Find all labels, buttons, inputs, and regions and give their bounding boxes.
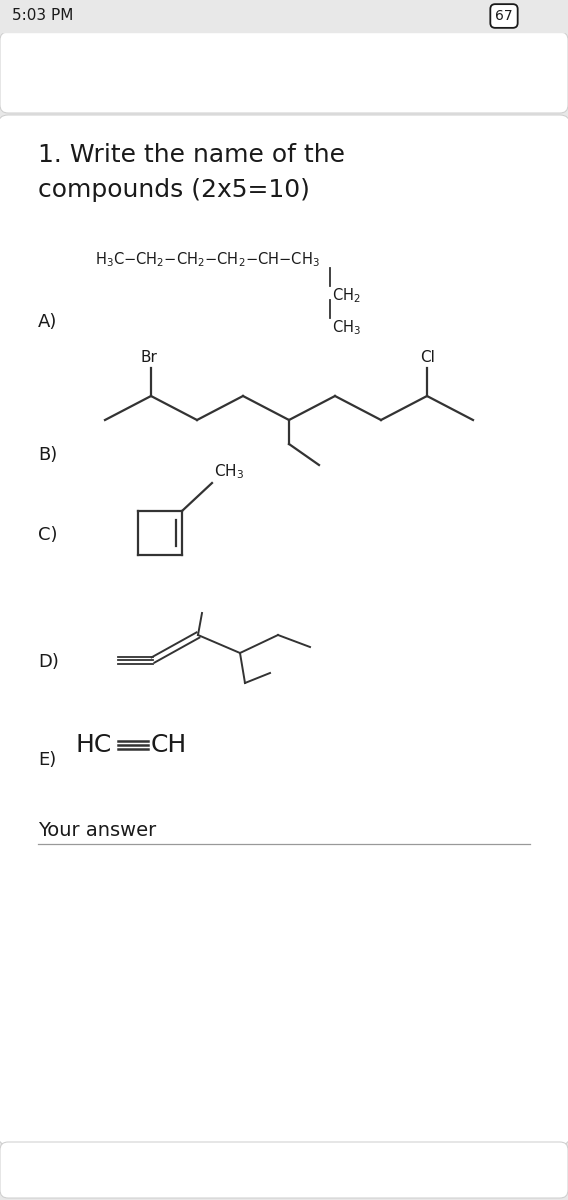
Text: E): E) [38, 751, 56, 769]
Bar [0, 0, 568, 32]
Text: Cl: Cl [420, 350, 435, 365]
Text: 67: 67 [495, 8, 513, 23]
Text: B): B) [38, 446, 57, 464]
Text: Br: Br [141, 350, 158, 365]
FancyBboxPatch shape [0, 115, 568, 1145]
Text: CH$_3$: CH$_3$ [332, 318, 361, 337]
Text: 5:03 PM: 5:03 PM [12, 8, 73, 24]
Text: D): D) [38, 653, 59, 671]
Text: HC: HC [75, 733, 111, 757]
Text: CH: CH [151, 733, 187, 757]
Text: CH$_3$: CH$_3$ [214, 462, 244, 481]
FancyBboxPatch shape [0, 1142, 568, 1198]
Text: compounds (2x5=10): compounds (2x5=10) [38, 178, 310, 202]
Text: CH$_2$: CH$_2$ [332, 286, 361, 305]
Text: C): C) [38, 526, 57, 544]
FancyBboxPatch shape [0, 32, 568, 113]
Text: 1. Write the name of the: 1. Write the name of the [38, 143, 345, 167]
Text: Your answer: Your answer [38, 821, 156, 840]
Text: A): A) [38, 313, 57, 331]
Text: H$_3$C$-$CH$_2$$-$CH$_2$$-$CH$_2$$-$CH$-$CH$_3$: H$_3$C$-$CH$_2$$-$CH$_2$$-$CH$_2$$-$CH$-… [95, 251, 320, 269]
